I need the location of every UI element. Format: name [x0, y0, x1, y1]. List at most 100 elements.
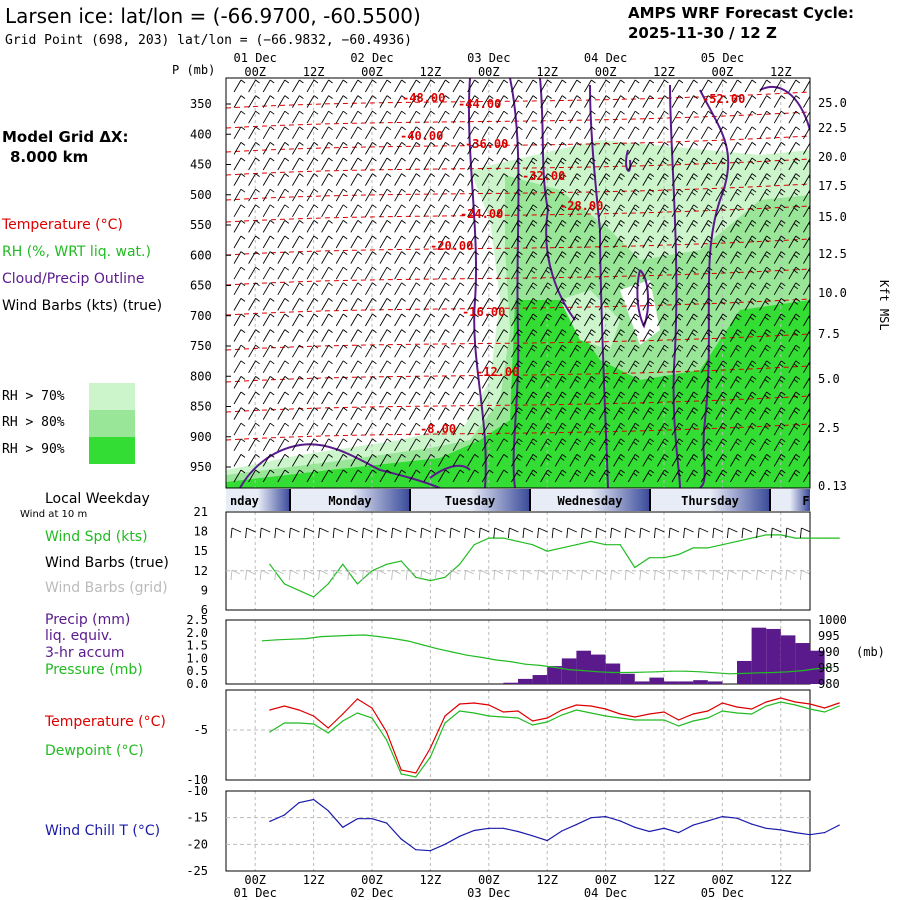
- pressure-series-point: [685, 670, 687, 672]
- pressure-tick-label: 650: [190, 279, 212, 293]
- date-label-top: 03 Dec: [467, 51, 510, 65]
- wind-barb: [248, 79, 260, 93]
- wind-barb: [262, 344, 275, 358]
- wind-barb: [306, 469, 319, 483]
- wind-barb: [744, 391, 757, 405]
- wind-barb: [408, 220, 421, 233]
- wind-barb: [277, 204, 290, 218]
- wind-barb: [744, 438, 757, 452]
- wind-barb: [262, 188, 275, 202]
- weekday-band-segment: [650, 489, 770, 511]
- wind-barb: [715, 391, 728, 405]
- wind-barb: [788, 142, 801, 155]
- wind-barb: [642, 376, 655, 389]
- dewpoint-series-point: [269, 731, 271, 733]
- wind-barb: [627, 126, 640, 140]
- wind-barb: [335, 157, 348, 171]
- pressure-tick-label-right: 995: [818, 629, 840, 643]
- wind-barb: [306, 438, 319, 452]
- wind-barb: [233, 407, 246, 420]
- wind-barb: [657, 282, 669, 296]
- wind-barb: [613, 266, 625, 280]
- wind-barb: [379, 235, 392, 249]
- wind-barb: [511, 454, 523, 467]
- wind-barb: [540, 188, 552, 202]
- wind-barb: [657, 173, 669, 186]
- wind-barb: [569, 95, 582, 108]
- wind-barb-10m: [449, 527, 461, 539]
- wind-barb: [292, 344, 304, 358]
- wind-barb: [540, 251, 552, 264]
- pressure-series-point: [612, 671, 614, 674]
- wind-barb: [365, 298, 377, 311]
- wind-barb-grid: [726, 569, 737, 581]
- wind-barb-10m: [245, 527, 256, 539]
- wind-barb: [788, 454, 801, 467]
- wind-speed-series-point: [590, 540, 592, 543]
- wind-barb: [350, 438, 363, 452]
- wind-barb: [248, 344, 260, 358]
- wind-barb: [671, 266, 684, 280]
- wind-barb: [481, 126, 494, 140]
- wind-barb: [335, 220, 348, 233]
- pressure-series-point: [320, 636, 322, 638]
- wind-barb: [700, 95, 713, 108]
- wind-barb: [773, 173, 786, 186]
- pressure-series-point: [641, 671, 643, 673]
- wind-barb: [686, 407, 698, 420]
- windchill-series-point: [721, 816, 724, 818]
- wind-barb: [438, 188, 450, 202]
- wind-barb: [627, 173, 640, 186]
- wind-barb: [394, 220, 406, 233]
- windchill-series-point: [619, 820, 621, 822]
- wind-barb: [394, 438, 406, 452]
- wind-barb: [613, 157, 625, 171]
- wind-barb: [233, 204, 246, 218]
- wind-barb: [657, 220, 669, 233]
- temperature-series-point: [838, 702, 840, 704]
- wind-barb: [438, 407, 450, 420]
- wind-barb: [803, 298, 810, 311]
- wind-barb: [321, 298, 333, 311]
- wind-barb: [525, 142, 538, 155]
- wind-barb: [511, 438, 523, 452]
- wind-barb: [569, 282, 582, 296]
- wind-barb: [627, 204, 640, 218]
- wind-barb: [627, 188, 640, 202]
- wind-barb: [730, 376, 742, 389]
- wind-barb: [525, 204, 538, 218]
- wind-barb: [642, 235, 655, 249]
- wind-barb: [408, 313, 421, 327]
- wind-barb: [233, 454, 246, 467]
- wind-barb: [598, 376, 611, 389]
- wind-barb: [759, 422, 771, 436]
- wind-barb: [452, 422, 465, 436]
- wind-barb: [657, 298, 669, 311]
- wind-barb: [481, 422, 494, 436]
- wind-barb: [730, 313, 742, 327]
- wind-barb: [262, 282, 275, 296]
- date-label-top: 01 Dec: [234, 51, 277, 65]
- wind-barb: [540, 360, 552, 374]
- wind-barb: [423, 126, 436, 140]
- wind-barb: [233, 391, 246, 405]
- wind-barb: [598, 282, 611, 296]
- wind-speed-series-point: [473, 544, 475, 546]
- temp-panel-frame: [225, 689, 811, 781]
- wind-barb: [233, 360, 246, 374]
- wind-barb: [248, 329, 260, 342]
- legend-precip: Precip (mm): [45, 612, 131, 628]
- wind-barb: [671, 188, 684, 202]
- wind-barb: [700, 110, 713, 124]
- windchill-series-point: [663, 827, 665, 829]
- wind-barb: [671, 313, 684, 327]
- rh70-swatch: [89, 383, 135, 410]
- wind-barb-grid: [624, 569, 635, 581]
- wind-barb: [584, 376, 596, 389]
- wind-barb: [365, 188, 377, 202]
- wind-barb: [233, 188, 246, 202]
- pressure-tick-label: 950: [190, 460, 212, 474]
- wind-barb: [423, 438, 436, 452]
- wind-barb: [496, 157, 509, 171]
- wind-barb: [233, 220, 246, 233]
